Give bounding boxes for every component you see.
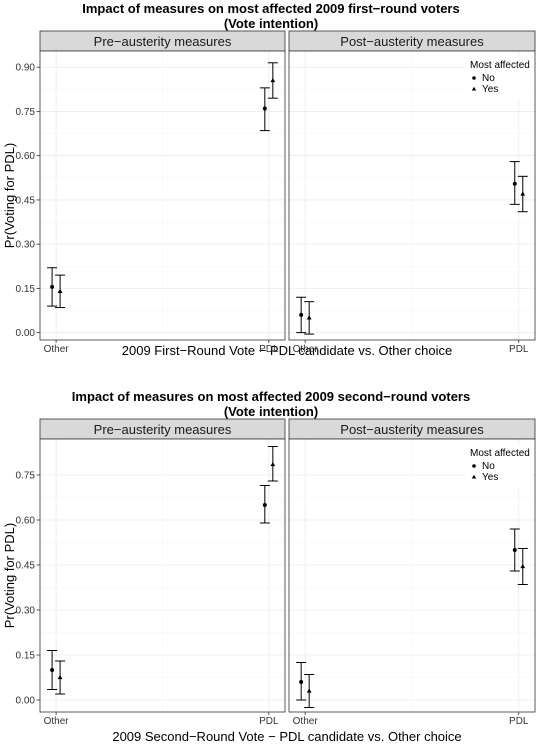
x-tick-label-pdl: PDL	[509, 344, 529, 355]
series-no	[47, 485, 270, 690]
point-no-pdl	[262, 106, 267, 111]
legend-entry-yes: Yes	[482, 84, 498, 95]
series-yes	[304, 175, 528, 335]
y-axis: 0.00 0.15 0.30 0.45 0.60 0.75 0.90	[16, 63, 40, 339]
legend-marker-triangle	[471, 86, 477, 91]
series-yes	[304, 548, 528, 708]
series-yes	[55, 446, 278, 695]
y-tick-label: 0.15	[16, 284, 36, 295]
y-tick-label: 0.60	[16, 516, 36, 527]
x-tick-label-other: Other	[44, 344, 70, 355]
chart-title: Impact of measures on most affected 2009…	[72, 389, 470, 404]
y-tick-label: 0.75	[16, 107, 36, 118]
x-tick-label-other: Other	[293, 716, 319, 727]
x-axis-title: 2009 Second−Round Vote − PDL candidate v…	[112, 729, 461, 744]
point-no-other	[50, 284, 55, 289]
legend-background	[466, 445, 530, 487]
point-no-pdl	[512, 181, 517, 186]
x-tick-label-pdl: PDL	[259, 344, 279, 355]
point-yes-other	[306, 315, 312, 320]
panel-border	[39, 50, 286, 341]
facet-label: Pre−austerity measures	[94, 34, 232, 49]
series-no	[296, 161, 520, 334]
legend-entry-no: No	[482, 461, 495, 472]
legend-title: Most affected	[470, 448, 530, 459]
chart-1: Impact of measures on most affected 2009…	[2, 1, 536, 358]
y-tick-label: 0.75	[16, 471, 36, 482]
series-no	[47, 87, 270, 307]
point-no-other	[50, 668, 55, 672]
legend-marker-triangle	[471, 474, 477, 479]
point-yes-other	[57, 674, 63, 680]
point-yes-other	[57, 288, 63, 293]
legend-background	[466, 57, 530, 99]
panel-1: Pre−austerity measures Other PDL	[39, 418, 286, 727]
chart-subtitle: (Vote intention)	[224, 16, 318, 31]
legend-title: Most affected	[470, 60, 530, 71]
x-tick-label-other: Other	[44, 716, 70, 727]
facet-label: Post−austerity measures	[340, 422, 484, 437]
chart-2: Impact of measures on most affected 2009…	[2, 389, 536, 744]
panel-2: Post−austerity measures Other PDL Most affe…	[288, 418, 536, 727]
facet-label: Pre−austerity measures	[94, 422, 232, 437]
point-yes-pdl	[270, 77, 276, 83]
y-tick-label: 0.60	[16, 151, 36, 162]
point-yes-pdl	[520, 191, 526, 196]
chart-title: Impact of measures on most affected 2009…	[82, 1, 459, 16]
point-no-pdl	[512, 548, 517, 552]
x-axis-title: 2009 First−Round Vote − PDL candidate vs…	[122, 343, 453, 358]
panel-border	[288, 50, 536, 341]
y-tick-label: 0.30	[16, 606, 36, 617]
legend-marker-circle	[472, 76, 476, 80]
point-no-other	[299, 680, 304, 684]
gridlines	[40, 439, 285, 712]
y-axis: 0.00 0.15 0.30 0.45 0.60 0.75	[16, 471, 40, 707]
point-yes-pdl	[520, 563, 526, 569]
point-yes-pdl	[270, 461, 276, 467]
y-tick-label: 0.30	[16, 240, 36, 251]
panel-1: Pre−austerity measures Other PDL	[39, 30, 286, 355]
legend-marker-circle	[472, 464, 476, 468]
x-tick-label-pdl: PDL	[509, 716, 529, 727]
x-tick-label-pdl: PDL	[259, 716, 279, 727]
series-yes	[55, 62, 278, 309]
series-no	[296, 528, 520, 701]
y-axis-title: Pr(Voting for PDL)	[2, 143, 17, 249]
y-tick-label: 0.45	[16, 561, 36, 572]
legend-entry-yes: Yes	[482, 472, 498, 483]
legend-entry-no: No	[482, 73, 495, 84]
gridlines	[289, 51, 535, 340]
panel-border	[39, 438, 286, 713]
panel-2: Post−austerity measures Other PDL Most affe…	[288, 30, 536, 355]
panel-border	[288, 438, 536, 713]
y-tick-label: 0.00	[16, 328, 36, 339]
point-no-pdl	[262, 503, 267, 507]
y-tick-label: 0.90	[16, 63, 36, 74]
facet-label: Post−austerity measures	[340, 34, 484, 49]
y-tick-label: 0.15	[16, 651, 36, 662]
chart-subtitle: (Vote intention)	[224, 404, 318, 419]
y-tick-label: 0.00	[16, 696, 36, 707]
y-tick-label: 0.45	[16, 195, 36, 206]
gridlines	[40, 51, 285, 340]
x-tick-label-other: Other	[293, 344, 319, 355]
point-yes-other	[306, 688, 312, 693]
point-no-other	[299, 312, 304, 317]
y-axis-title: Pr(Voting for PDL)	[2, 523, 17, 629]
